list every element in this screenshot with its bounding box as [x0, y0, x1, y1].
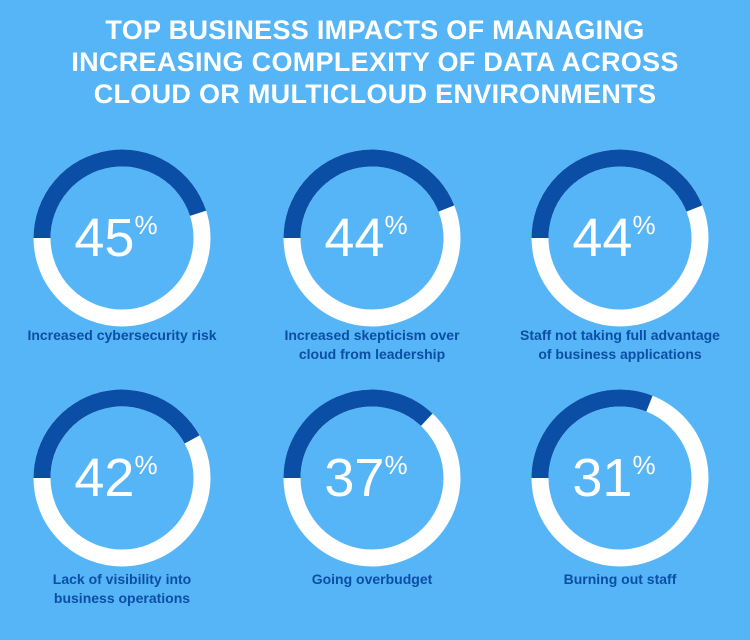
donut-arc — [531, 389, 653, 479]
donut-arc — [531, 149, 703, 239]
donut-5: 37% — [283, 389, 461, 567]
chart-title: TOP BUSINESS IMPACTS OF MANAGING INCREAS… — [0, 14, 750, 110]
donut-arc — [33, 389, 200, 479]
value-label: 44% — [572, 208, 655, 268]
label-line: Lack of visibility into — [52, 571, 192, 587]
title-line: TOP BUSINESS IMPACTS OF MANAGING — [105, 15, 645, 45]
label-line: of business applications — [538, 346, 702, 362]
donut-2: 44% — [283, 149, 461, 327]
label-line: Staff not taking full advantage — [520, 327, 720, 343]
donut-arc — [283, 149, 455, 239]
category-label: Lack of visibility into business operatio… — [2, 570, 242, 608]
donut-6: 31% — [531, 389, 709, 567]
title-line: CLOUD OR MULTICLOUD ENVIRONMENTS — [93, 79, 657, 109]
value-label: 42% — [74, 448, 157, 508]
category-label: Burning out staff — [500, 570, 740, 589]
donut-1: 45% — [33, 149, 211, 327]
category-label: Increased cybersecurity risk — [2, 326, 242, 345]
label-line: Increased skepticism over — [284, 327, 460, 343]
label-line: Going overbudget — [311, 571, 433, 587]
category-label: Going overbudget — [252, 570, 492, 589]
label-line: Increased cybersecurity risk — [27, 327, 217, 343]
donut-3: 44% — [531, 149, 709, 327]
value-label: 44% — [324, 208, 407, 268]
donut-arc — [283, 389, 433, 479]
category-label: Staff not taking full advantage of busine… — [500, 326, 740, 364]
value-label: 37% — [324, 448, 407, 508]
label-line: cloud from leadership — [298, 346, 446, 362]
label-line: Burning out staff — [563, 571, 677, 587]
value-label: 31% — [572, 448, 655, 508]
value-label: 45% — [74, 208, 157, 268]
label-line: business operations — [53, 590, 191, 606]
category-label: Increased skepticism over cloud from lead… — [252, 326, 492, 364]
title-line: INCREASING COMPLEXITY OF DATA ACROSS — [71, 47, 679, 77]
donut-arc — [33, 149, 207, 239]
donut-4: 42% — [33, 389, 211, 567]
